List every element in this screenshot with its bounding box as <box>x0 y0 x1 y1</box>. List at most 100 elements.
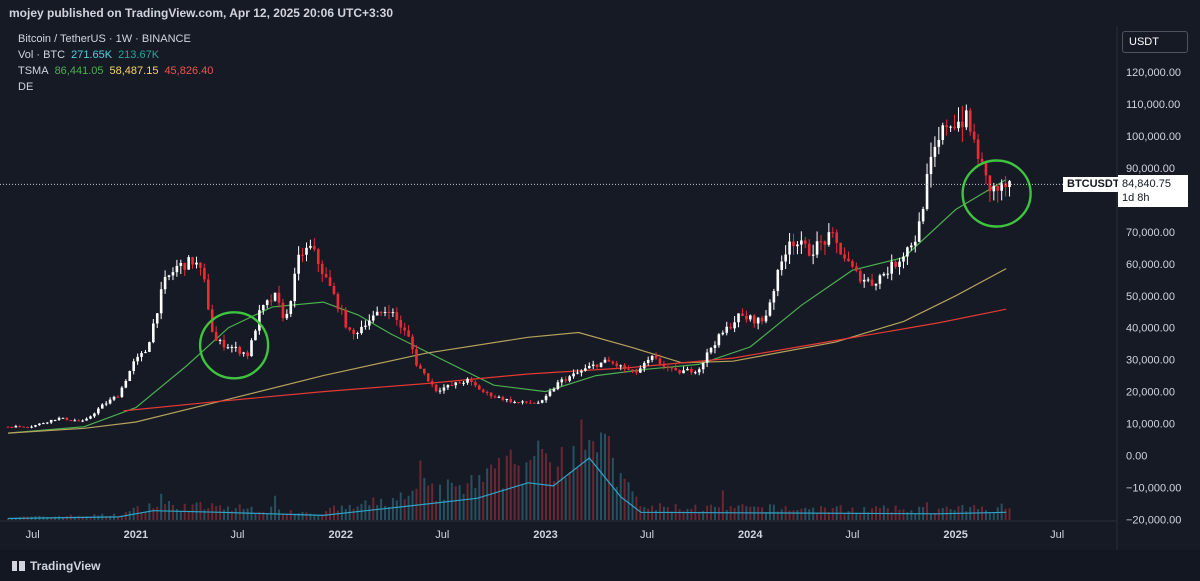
volume-bar <box>953 510 956 520</box>
price-tick-label: 120,000.00 <box>1126 67 1181 79</box>
volume-bar <box>600 432 603 520</box>
candle-body <box>752 315 756 324</box>
volume-bar <box>545 453 548 520</box>
last-price-label: 84,840.75 1d 8h <box>1118 175 1188 207</box>
candle-body <box>301 254 304 256</box>
volume-bar <box>529 459 532 520</box>
candle-body <box>678 370 681 374</box>
volume-bar <box>293 513 296 520</box>
candle-body <box>26 426 29 428</box>
extra-indicator-label[interactable]: DE <box>18 81 34 93</box>
volume-bar <box>458 485 461 520</box>
volume-bar <box>384 505 387 520</box>
candle-body <box>167 275 171 277</box>
moving-average-line-1 <box>7 178 1007 434</box>
volume-bar <box>116 516 119 520</box>
candle-body <box>438 390 442 392</box>
candle-body <box>336 293 340 310</box>
candle-body <box>917 221 921 242</box>
volume-bar <box>289 510 292 520</box>
candle-body <box>827 232 831 245</box>
candle-body <box>874 283 878 286</box>
volume-bar <box>242 509 245 520</box>
candle-body <box>749 315 752 320</box>
candle-body <box>619 365 622 367</box>
volume-bar <box>164 503 167 520</box>
ma-legend[interactable]: TSMA 86,441.05 58,487.15 45,826.40 <box>18 63 219 79</box>
volume-bar <box>462 493 465 520</box>
volume-average-line <box>7 457 1007 520</box>
candle-body <box>623 365 626 369</box>
volume-bar <box>50 516 53 520</box>
candle-body <box>941 125 945 140</box>
volume-bar <box>230 510 233 520</box>
price-tick-label: 100,000.00 <box>1126 131 1181 143</box>
candle-body <box>368 320 371 326</box>
candle-body <box>462 382 465 384</box>
price-chart[interactable]: 120,000.00 110,000.00 100,000.00 90,000.00 7… <box>0 26 1200 550</box>
candle-body <box>120 387 124 397</box>
tradingview-logo[interactable]: TradingView <box>12 559 100 573</box>
candle-body <box>737 313 740 323</box>
candle-body <box>894 261 897 267</box>
candle-body <box>615 363 619 367</box>
volume-bar <box>246 508 249 520</box>
candle-body <box>187 257 190 270</box>
volume-bar <box>808 509 811 520</box>
candle-body <box>191 257 194 265</box>
volume-bar <box>73 516 76 520</box>
volume-bar <box>725 510 728 520</box>
currency-button[interactable]: USDT <box>1122 31 1188 53</box>
candle-body <box>316 249 320 264</box>
volume-bar <box>627 482 630 520</box>
volume-bar <box>525 462 528 520</box>
volume-bar <box>537 440 540 520</box>
candle-body <box>57 417 61 420</box>
volume-bar <box>988 512 991 520</box>
time-tick-label: Jul <box>435 529 449 541</box>
volume-bar <box>207 508 210 520</box>
candle-body <box>949 126 952 128</box>
candle-body <box>493 396 497 398</box>
candle-body <box>929 156 933 175</box>
candle-body <box>788 241 791 255</box>
volume-bar <box>415 488 418 520</box>
volume-bar <box>871 508 874 520</box>
volume-bar <box>816 512 819 520</box>
candle-body <box>38 423 41 426</box>
volume-label: Vol · BTC <box>18 49 66 61</box>
candle-body <box>815 241 819 255</box>
volume-bar <box>89 516 92 520</box>
candle-body <box>556 382 560 389</box>
symbol-line[interactable]: Bitcoin / TetherUS · 1W · BINANCE <box>18 33 191 45</box>
volume-bar <box>533 455 536 520</box>
volume-bar <box>611 457 614 520</box>
candle-body <box>104 403 108 405</box>
candle-body <box>540 400 544 403</box>
volume-bar <box>717 507 720 520</box>
volume-legend[interactable]: Vol · BTC 271.65K 213.67K <box>18 47 219 63</box>
candle-body <box>246 352 249 357</box>
candle-body <box>658 358 662 364</box>
time-tick-label: Jul <box>845 529 859 541</box>
candle-body <box>568 376 571 381</box>
volume-bar <box>670 511 673 520</box>
candle-body <box>155 313 159 324</box>
chart-panel[interactable]: 120,000.00 110,000.00 100,000.00 90,000.00 7… <box>0 26 1200 550</box>
moving-average-layer <box>7 178 1007 434</box>
volume-bar <box>890 512 893 520</box>
candle-layer <box>6 104 1011 429</box>
candle-body <box>65 417 69 421</box>
volume-bar <box>109 515 112 520</box>
candle-body <box>450 384 454 386</box>
candle-body <box>701 362 705 370</box>
candle-body <box>387 311 391 313</box>
candle-body <box>839 242 842 255</box>
volume-bar <box>179 511 182 520</box>
price-tick-label: 90,000.00 <box>1126 163 1175 175</box>
candle-body <box>819 241 823 243</box>
volume-bar <box>607 436 610 520</box>
candle-body <box>179 262 183 266</box>
time-tick-label: 2022 <box>328 529 352 541</box>
volume-bar <box>175 509 178 520</box>
